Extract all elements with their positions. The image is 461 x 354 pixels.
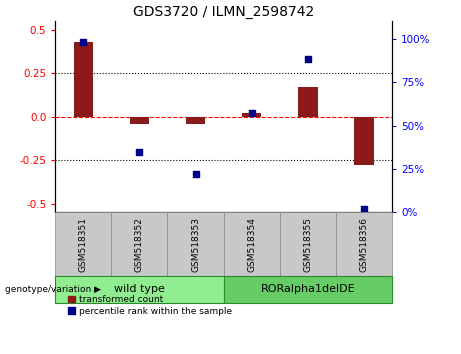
Bar xyxy=(186,117,205,124)
Bar xyxy=(130,117,149,124)
Text: GSM518352: GSM518352 xyxy=(135,217,144,272)
Point xyxy=(304,57,312,62)
Bar xyxy=(74,42,93,117)
Point xyxy=(248,110,255,116)
Text: GSM518351: GSM518351 xyxy=(79,217,88,272)
Text: GSM518354: GSM518354 xyxy=(247,217,256,272)
Point xyxy=(360,206,367,212)
Bar xyxy=(242,113,261,117)
Text: GSM518355: GSM518355 xyxy=(303,217,312,272)
Point xyxy=(192,171,199,177)
Bar xyxy=(354,117,373,165)
Text: RORalpha1delDE: RORalpha1delDE xyxy=(260,284,355,295)
Text: GSM518356: GSM518356 xyxy=(359,217,368,272)
Text: GSM518353: GSM518353 xyxy=(191,217,200,272)
Title: GDS3720 / ILMN_2598742: GDS3720 / ILMN_2598742 xyxy=(133,5,314,19)
Bar xyxy=(298,87,318,117)
Text: wild type: wild type xyxy=(114,284,165,295)
Text: genotype/variation ▶: genotype/variation ▶ xyxy=(5,285,100,294)
Point xyxy=(80,39,87,45)
Legend: transformed count, percentile rank within the sample: transformed count, percentile rank withi… xyxy=(65,291,236,319)
Point xyxy=(136,149,143,154)
